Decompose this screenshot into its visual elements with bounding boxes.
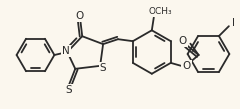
Text: O: O	[75, 10, 83, 20]
Text: I: I	[232, 18, 235, 28]
Text: S: S	[65, 85, 72, 95]
Text: S: S	[100, 63, 106, 73]
Text: OCH₃: OCH₃	[149, 7, 173, 16]
Text: O: O	[183, 61, 191, 71]
Text: O: O	[179, 36, 187, 46]
Text: N: N	[62, 46, 70, 56]
